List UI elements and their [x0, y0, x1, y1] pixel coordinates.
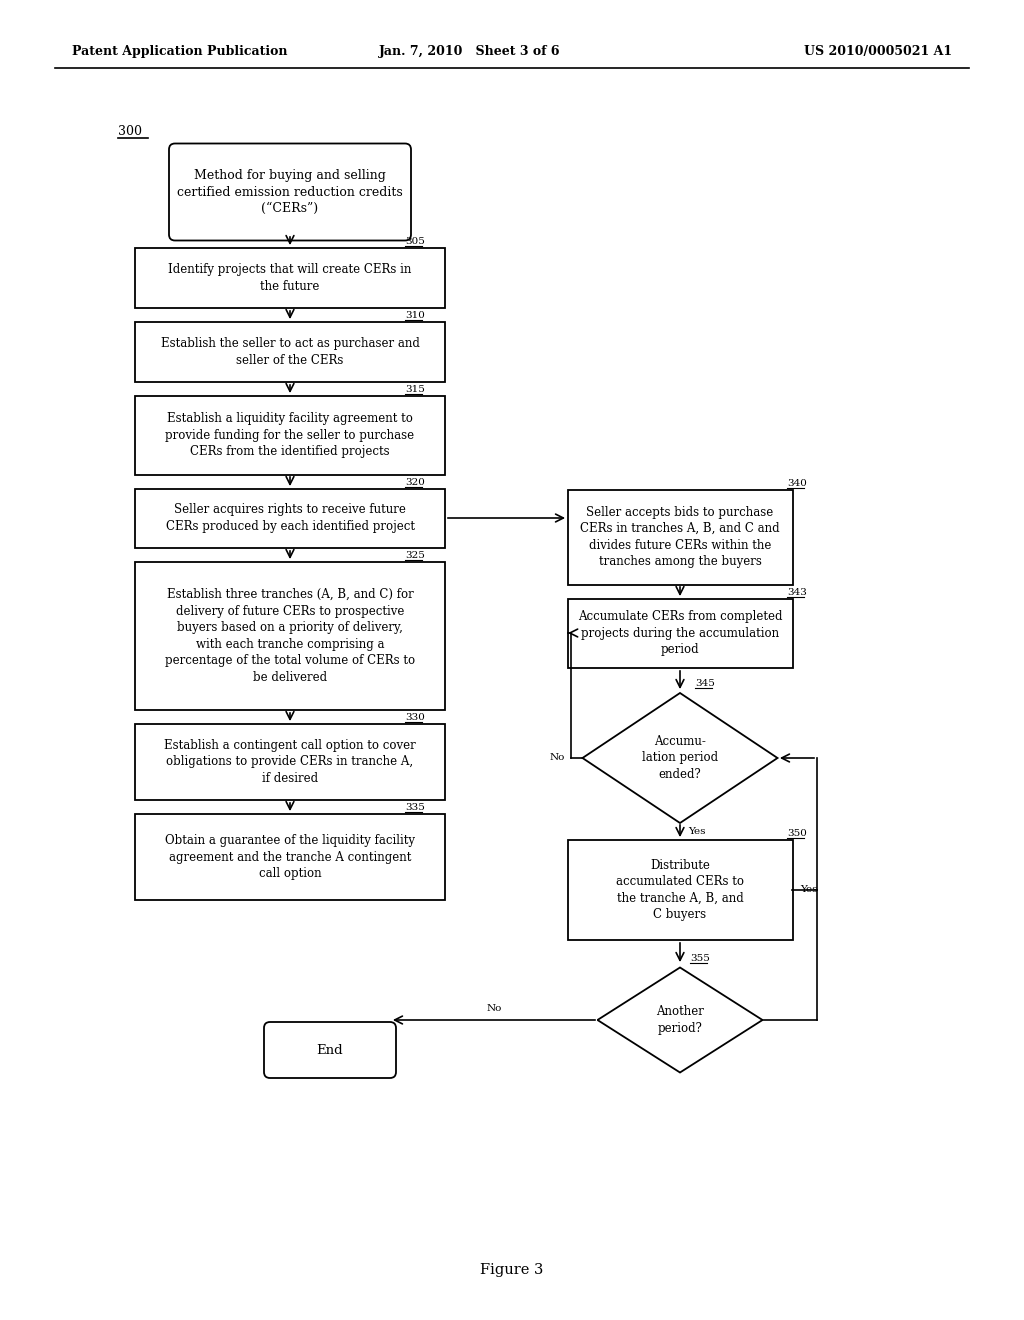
- Text: End: End: [316, 1044, 343, 1056]
- Text: Obtain a guarantee of the liquidity facility
agreement and the tranche A conting: Obtain a guarantee of the liquidity faci…: [165, 834, 415, 880]
- Text: 343: 343: [787, 587, 807, 597]
- Text: Accumulate CERs from completed
projects during the accumulation
period: Accumulate CERs from completed projects …: [578, 610, 782, 656]
- Text: Establish the seller to act as purchaser and
seller of the CERs: Establish the seller to act as purchaser…: [161, 337, 420, 367]
- Bar: [135, 562, 445, 710]
- Text: 335: 335: [406, 803, 425, 812]
- Text: 355: 355: [690, 954, 710, 964]
- Text: No: No: [550, 754, 565, 763]
- Text: US 2010/0005021 A1: US 2010/0005021 A1: [804, 45, 952, 58]
- Polygon shape: [597, 968, 763, 1072]
- Text: 320: 320: [406, 478, 425, 487]
- Text: Figure 3: Figure 3: [480, 1263, 544, 1276]
- Polygon shape: [583, 693, 777, 822]
- Text: Establish a contingent call option to cover
obligations to provide CERs in tranc: Establish a contingent call option to co…: [164, 739, 416, 785]
- Text: Yes: Yes: [800, 886, 817, 895]
- Text: 345: 345: [695, 678, 715, 688]
- Text: Seller acquires rights to receive future
CERs produced by each identified projec: Seller acquires rights to receive future…: [166, 503, 415, 533]
- Bar: [135, 248, 445, 308]
- Text: Method for buying and selling
certified emission reduction credits
(“CERs”): Method for buying and selling certified …: [177, 169, 402, 215]
- Text: Identify projects that will create CERs in
the future: Identify projects that will create CERs …: [168, 263, 412, 293]
- Text: 340: 340: [787, 479, 807, 488]
- Bar: [135, 396, 445, 474]
- Text: Accumu-
lation period
ended?: Accumu- lation period ended?: [642, 735, 718, 781]
- Text: Seller accepts bids to purchase
CERs in tranches A, B, and C and
divides future : Seller accepts bids to purchase CERs in …: [581, 506, 780, 568]
- Text: Patent Application Publication: Patent Application Publication: [72, 45, 288, 58]
- Text: Another
period?: Another period?: [656, 1006, 703, 1035]
- Text: Establish a liquidity facility agreement to
provide funding for the seller to pu: Establish a liquidity facility agreement…: [166, 412, 415, 458]
- Text: Establish three tranches (A, B, and C) for
delivery of future CERs to prospectiv: Establish three tranches (A, B, and C) f…: [165, 589, 415, 684]
- Bar: [567, 598, 793, 668]
- Bar: [135, 488, 445, 548]
- Text: 330: 330: [406, 713, 425, 722]
- Text: 300: 300: [118, 125, 142, 139]
- Text: Yes: Yes: [688, 826, 706, 836]
- Text: No: No: [486, 1005, 502, 1012]
- Text: 305: 305: [406, 238, 425, 246]
- Bar: [135, 814, 445, 900]
- FancyBboxPatch shape: [264, 1022, 396, 1078]
- Bar: [135, 322, 445, 381]
- Text: 350: 350: [787, 829, 807, 838]
- Text: Distribute
accumulated CERs to
the tranche A, B, and
C buyers: Distribute accumulated CERs to the tranc…: [616, 859, 744, 921]
- Text: Jan. 7, 2010   Sheet 3 of 6: Jan. 7, 2010 Sheet 3 of 6: [379, 45, 561, 58]
- Bar: [135, 723, 445, 800]
- Text: 325: 325: [406, 550, 425, 560]
- Bar: [567, 490, 793, 585]
- Text: 310: 310: [406, 312, 425, 319]
- Text: 315: 315: [406, 385, 425, 393]
- FancyBboxPatch shape: [169, 144, 411, 240]
- Bar: [567, 840, 793, 940]
